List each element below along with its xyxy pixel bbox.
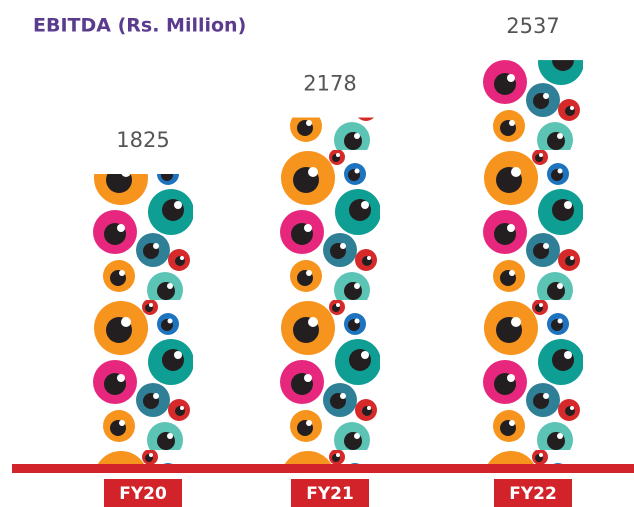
x-tick-label: FY21 <box>306 484 354 504</box>
value-label: 2537 <box>506 14 559 38</box>
bar-group <box>483 60 583 467</box>
bar-group <box>280 117 380 467</box>
chart-title: EBITDA (Rs. Million) <box>33 15 246 37</box>
bar <box>483 60 583 467</box>
category-box <box>494 479 572 507</box>
bars: 1825 2178 2537 <box>93 14 583 467</box>
category-box <box>104 479 182 507</box>
bar-group <box>93 174 193 466</box>
category-labels: FY20 FY21 FY22 <box>104 479 572 507</box>
category-box <box>291 479 369 507</box>
x-tick-label: FY20 <box>119 484 167 504</box>
bar <box>280 117 380 467</box>
bar <box>93 174 193 466</box>
value-label: 1825 <box>116 128 169 152</box>
value-label: 2178 <box>303 72 356 96</box>
x-tick-label: FY22 <box>509 484 557 504</box>
baseline <box>12 464 634 473</box>
